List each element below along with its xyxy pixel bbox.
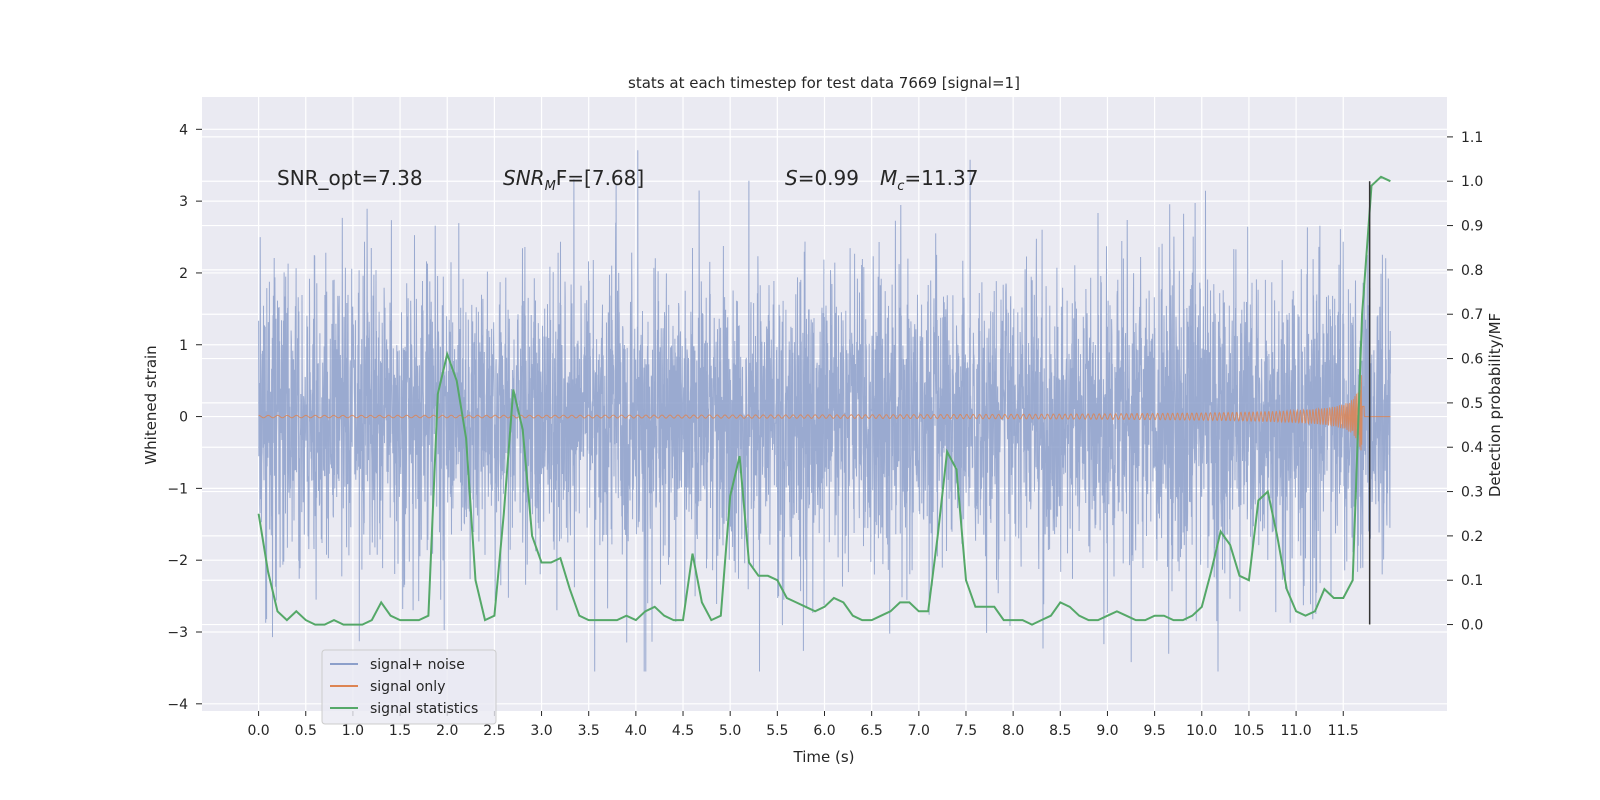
snr-mf-annotation: SNRMF=[7.68]	[503, 166, 644, 194]
y-right-tick-label: 0.1	[1461, 573, 1483, 589]
noise-series	[258, 150, 1391, 672]
x-tick-label: 6.5	[861, 723, 883, 739]
stats-trace	[257, 175, 1391, 626]
x-tick-label: 11.5	[1328, 723, 1359, 739]
y-tick-label: −2	[167, 553, 188, 569]
x-tick-label: 8.5	[1049, 723, 1071, 739]
y-right-tick-label: 0.8	[1461, 263, 1483, 279]
x-tick-label: 2.5	[483, 723, 505, 739]
y-tick-label: −4	[167, 697, 188, 713]
chart-title: stats at each timestep for test data 766…	[628, 74, 1020, 92]
y-right-tick-label: 0.5	[1461, 396, 1483, 412]
x-tick-label: 3.0	[530, 723, 552, 739]
x-tick-label: 9.0	[1096, 723, 1118, 739]
x-tick-label: 11.0	[1281, 723, 1312, 739]
snr-opt-annotation: SNR_opt=7.38	[277, 166, 423, 190]
x-tick-label: 7.5	[955, 723, 977, 739]
y-right-tick-label: 0.4	[1461, 440, 1483, 456]
x-tick-label: 10.5	[1233, 723, 1264, 739]
x-tick-label: 10.0	[1186, 723, 1217, 739]
legend: signal+ noise signal only signal statist…	[321, 649, 497, 725]
y-right-tick-label: 0.3	[1461, 485, 1483, 501]
x-tick-label: 7.0	[908, 723, 930, 739]
noise-trace	[258, 150, 1391, 672]
x-tick-label: 1.5	[389, 723, 411, 739]
x-tick-label: 4.5	[672, 723, 694, 739]
y-right-tick-label: 0.2	[1461, 529, 1483, 545]
y-right-axis-label: Detection probability/MF	[1486, 313, 1504, 497]
mc-annotation: Mc=11.37	[880, 166, 978, 194]
y-right-tick-label: 0.0	[1461, 618, 1483, 634]
y-tick-label: 4	[179, 122, 188, 138]
x-tick-label: 8.0	[1002, 723, 1024, 739]
x-tick-label: 3.5	[578, 723, 600, 739]
legend-label-noise: signal+ noise	[370, 657, 465, 673]
y-right-tick-label: 1.0	[1461, 174, 1483, 190]
x-tick-label: 4.0	[625, 723, 647, 739]
signal-trace	[258, 375, 1391, 451]
y-right-tick-label: 1.1	[1461, 130, 1483, 146]
y-tick-label: 3	[179, 194, 188, 210]
x-axis-label: Time (s)	[793, 748, 855, 766]
x-tick-label: 5.5	[766, 723, 788, 739]
legend-label-stats: signal statistics	[370, 701, 478, 717]
y-right-tick-label: 0.7	[1461, 307, 1483, 323]
x-tick-label: 0.5	[295, 723, 317, 739]
y-axis-label: Whitened strain	[142, 345, 160, 464]
y-tick-label: 2	[179, 266, 188, 282]
x-tick-label: 6.0	[813, 723, 835, 739]
y-tick-label: −1	[167, 481, 188, 497]
y-right-tick-labels: 1.1 1.0 0.9 0.8 0.7 0.6 0.5 0.4 0.3 0.2 0.1 0.0	[1447, 130, 1483, 634]
x-tick-label: 1.0	[342, 723, 364, 739]
x-tick-label: 0.0	[247, 723, 269, 739]
x-tick-label: 9.5	[1143, 723, 1165, 739]
y-right-tick-label: 0.6	[1461, 352, 1483, 368]
stats-series	[257, 175, 1391, 626]
x-tick-label: 5.0	[719, 723, 741, 739]
x-tick-labels: 0.0 0.5 1.0 1.5 2.0 2.5 3.0 3.5 4.0 4.5 5.0 5.5 6.0 6…	[247, 711, 1359, 739]
signal-series	[258, 375, 1391, 451]
y-tick-label: 0	[179, 410, 188, 426]
s-annotation: S=0.99	[785, 166, 859, 190]
x-tick-label: 2.0	[436, 723, 458, 739]
legend-box	[321, 649, 497, 725]
y-tick-labels: 4 3 2 1 0 −1 −2 −3 −4	[167, 122, 202, 713]
y-tick-label: 1	[179, 338, 188, 354]
y-right-tick-label: 0.9	[1461, 219, 1483, 235]
y-tick-label: −3	[167, 625, 188, 641]
legend-label-signal: signal only	[370, 679, 445, 695]
